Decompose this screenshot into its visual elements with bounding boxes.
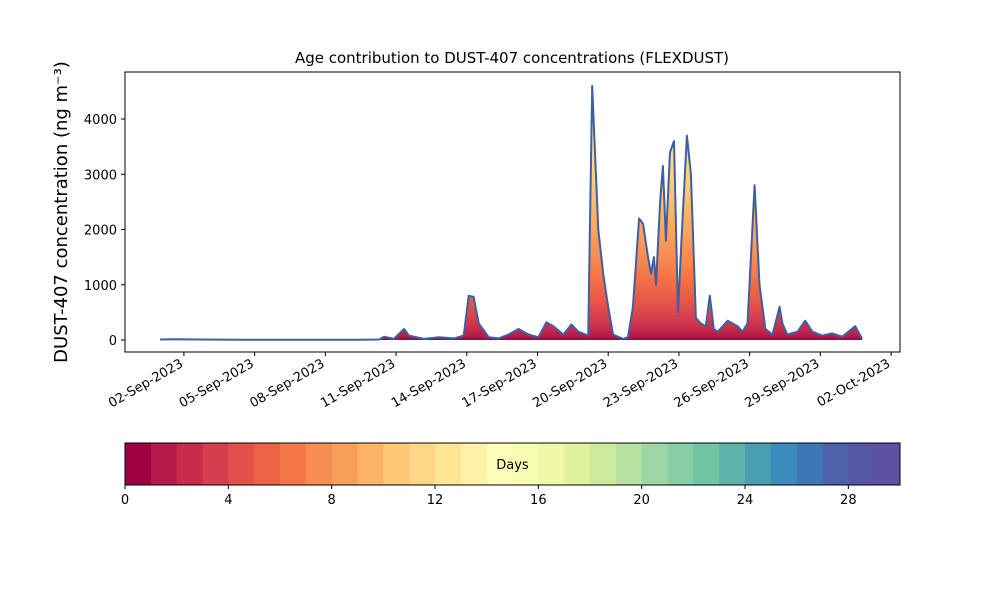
colorbar-cell	[460, 443, 488, 485]
colorbar-cell	[280, 443, 307, 485]
x-tick-label: 23-Sep-2023	[601, 356, 681, 411]
colorbar-tick-label: 0	[121, 493, 129, 508]
y-axis-label: DUST-407 concentration (ng m⁻³)	[51, 61, 72, 363]
colorbar-cell	[409, 443, 436, 485]
colorbar-frame	[124, 442, 901, 486]
x-tick-label: 11-Sep-2023	[318, 356, 398, 411]
colorbar-cell	[150, 443, 178, 485]
colorbar-cell	[564, 443, 591, 485]
colorbar-cell	[228, 443, 255, 485]
y-tick-label: 2000	[84, 224, 117, 239]
colorbar-cell	[435, 443, 462, 485]
colorbar-cell	[667, 443, 694, 485]
colorbar-cell	[331, 443, 358, 485]
x-tick-label: 02-Sep-2023	[106, 356, 186, 411]
colorbar-cell	[357, 443, 384, 485]
colorbar-cell	[202, 443, 229, 485]
y-tick-label: 1000	[84, 279, 117, 294]
x-tick-label: 20-Sep-2023	[530, 356, 610, 411]
colorbar-cell	[822, 443, 849, 485]
colorbar-tick-label: 20	[633, 493, 650, 508]
y-tick-label: 4000	[84, 113, 117, 128]
plot-frame	[124, 71, 901, 353]
colorbar-cell	[590, 443, 617, 485]
x-tick-label: 02-Oct-2023	[815, 356, 893, 410]
colorbar-cell	[848, 443, 875, 485]
colorbar-cell	[486, 443, 513, 485]
x-tick-label: 14-Sep-2023	[389, 356, 469, 411]
colorbar-tick-label: 28	[840, 493, 857, 508]
x-tick-label: 05-Sep-2023	[177, 356, 257, 411]
colorbar-tick-label: 16	[530, 493, 547, 508]
x-tick-label: 08-Sep-2023	[248, 356, 328, 411]
colorbar-cell	[538, 443, 565, 485]
x-tick-label: 17-Sep-2023	[460, 356, 540, 411]
colorbar-cell	[874, 443, 901, 485]
colorbar-cell	[383, 443, 410, 485]
colorbar-cell	[615, 443, 643, 485]
colorbar-cell	[254, 443, 281, 485]
colorbar-cell	[719, 443, 746, 485]
colorbar-tick-label: 8	[328, 493, 336, 508]
colorbar-cell	[176, 443, 203, 485]
colorbar-cell	[641, 443, 668, 485]
y-tick-label: 0	[109, 334, 117, 349]
total-line	[160, 84, 863, 341]
colorbar-cell	[693, 443, 720, 485]
colorbar-tick-label: 12	[427, 493, 444, 508]
colorbar-tick-label: 4	[224, 493, 232, 508]
colorbar-cell	[796, 443, 823, 485]
chart-title: Age contribution to DUST-407 concentrati…	[295, 49, 729, 67]
colorbar-cell	[745, 443, 772, 485]
colorbar-label: Days	[496, 458, 529, 473]
x-tick-label: 29-Sep-2023	[743, 356, 823, 411]
colorbar-tick-label: 24	[737, 493, 754, 508]
y-tick-label: 3000	[84, 168, 117, 183]
colorbar-cell	[512, 443, 539, 485]
colorbar-cell	[125, 443, 152, 485]
colorbar-cell	[770, 443, 798, 485]
x-tick-label: 26-Sep-2023	[672, 356, 752, 411]
colorbar-cell	[305, 443, 333, 485]
